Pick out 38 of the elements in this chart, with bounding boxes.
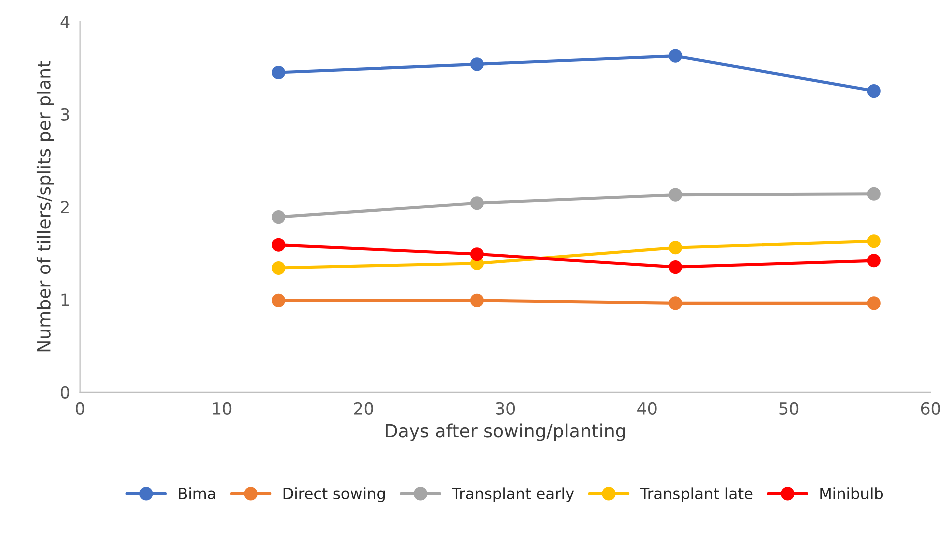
legend-label: Transplant early [452, 488, 574, 502]
x-tick-label: 50 [780, 402, 799, 416]
point [272, 238, 286, 252]
point [668, 260, 682, 274]
point [272, 66, 286, 80]
x-tick-label: 20 [354, 402, 374, 416]
point [668, 296, 682, 310]
point [272, 294, 286, 308]
point [867, 296, 881, 310]
point [867, 254, 881, 268]
legend-label: Transplant late [640, 488, 753, 502]
legend-label: Bima [179, 488, 216, 500]
legend-label: Minibulb [820, 488, 884, 500]
point [470, 196, 484, 210]
y-tick-label: 3 [61, 108, 70, 122]
x-tick-label: 60 [921, 402, 940, 416]
point [867, 187, 881, 201]
y-tick-label: 4 [60, 16, 70, 28]
y-tick-label: 2 [61, 201, 69, 214]
x-axis-title: Days after sowing/planting [386, 424, 626, 442]
point [272, 210, 286, 224]
x-tick-label: 10 [213, 402, 232, 416]
point [470, 248, 484, 262]
y-tick-label: 1 [62, 294, 70, 306]
point [470, 58, 484, 72]
point [272, 261, 286, 276]
y-tick-label: 0 [61, 386, 70, 399]
y-axis-title: Number of tillers/splits per plant [36, 61, 54, 352]
point [867, 234, 881, 248]
x-tick-label: 0 [76, 402, 85, 416]
x-tick-label: 40 [638, 402, 657, 416]
point [668, 49, 682, 63]
point [668, 241, 682, 255]
point [470, 294, 484, 308]
x-tick-label: 30 [496, 402, 516, 416]
point [668, 188, 682, 202]
point [867, 84, 881, 98]
legend-label: Direct sowing [284, 488, 385, 502]
